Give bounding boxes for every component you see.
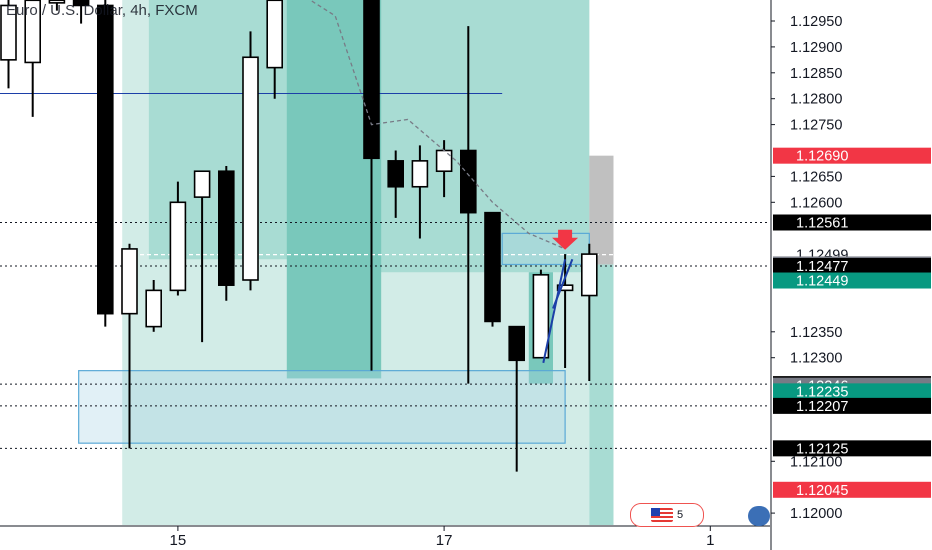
price-tag-label: 1.12449 [796,274,848,290]
candle-body [218,170,235,286]
candle-19 [532,269,550,359]
price-tag-label: 1.12045 [796,483,848,499]
candle-8 [193,170,211,343]
price-tag-8: 1.12235 [773,383,931,400]
demand-box-0 [78,370,566,444]
price-tag-label: 1.12235 [796,384,848,400]
candle-4 [97,0,114,327]
candle-body [532,274,550,359]
price-tag-label: 1.12207 [796,399,848,415]
price-tag-bg [773,383,931,400]
price-tag-bg [773,481,931,498]
candle-9 [218,166,235,301]
candle-12 [363,0,380,371]
price-tick-label-6: 1.12600 [790,195,842,211]
us-flag-icon [650,508,673,522]
candle-7 [169,181,187,296]
price-tick-label-0: 1.12950 [790,14,842,30]
candle-body [145,289,162,328]
price-tick-label-8: 1.12300 [790,351,842,367]
price-tag-bg [773,214,931,231]
price-tag-9: 1.12207 [773,397,931,415]
price-tick-label-9: 1.12100 [790,454,842,470]
candle-body [97,4,114,315]
stop-loss-box [589,155,614,265]
candle-body [193,170,211,198]
candle-body [556,284,574,292]
candle-body [484,211,501,323]
candle-18 [508,325,526,472]
time-tick-label-1: 17 [436,532,453,549]
candle-16 [459,26,477,384]
candle-14 [411,145,429,239]
trend-line-1 [552,258,574,309]
candle-10 [242,31,259,291]
zone-band-2 [361,0,590,273]
candle-body [242,56,259,281]
price-tag-10: 1.12125 [773,440,931,457]
price-tag-bg [773,258,931,275]
candle-body [266,0,284,69]
candle-6 [145,280,162,332]
candle-body [169,201,187,292]
price-tick-label-7: 1.12350 [790,325,842,341]
candle-body [459,149,477,214]
candle-11 [266,0,284,99]
eu-flag-icon[interactable] [748,506,770,526]
candle-body [435,149,453,173]
price-tag-label: 1.12690 [796,149,848,165]
trend-line-0 [542,259,567,364]
candle-body [48,0,66,4]
zone-band-5 [589,264,614,525]
candle-body [508,325,526,362]
price-tick-label-10: 1.12000 [790,506,842,522]
price-tag-bg [773,147,931,164]
time-tick-label-0: 15 [170,532,187,549]
dashed-path [308,0,566,250]
candle-body [24,0,42,64]
price-tick-label-4: 1.12750 [790,118,842,134]
sell-signal-arrow [552,229,579,250]
price-tag-1: 1.12561 [773,214,931,232]
candle-21 [580,243,598,382]
candle-body [121,248,138,315]
price-tick-label-5: 1.12650 [790,169,842,185]
price-tag-11: 1.12045 [773,481,931,499]
price-tick-label-3: 1.12800 [790,92,842,108]
candle-13 [387,150,405,218]
candle-body [411,160,429,188]
candle-body [580,253,598,297]
candle-17 [484,211,501,327]
candle-0 [0,0,17,89]
price-tag-label: 1.12477 [796,259,848,275]
price-tag-bg [773,272,931,289]
candle-body [363,0,380,160]
candle-3 [72,0,90,24]
price-tag-bg [773,440,931,457]
price-tick-label-1: 1.12900 [790,40,842,56]
price-tag-bg [773,397,931,414]
candle-1 [24,0,42,117]
time-tick-label-2: 1 [706,532,714,549]
economic-event-badge[interactable]: 5 [630,503,704,527]
candle-2 [48,0,66,11]
candle-20 [556,254,574,369]
price-tag-5: 1.12449 [773,272,931,290]
price-tag-label: 1.12561 [796,216,848,232]
price-tag-0: 1.12690 [773,147,931,165]
event-count: 5 [676,509,684,521]
candle-body [387,160,405,188]
price-tick-label-2: 1.12850 [790,66,842,82]
candle-5 [121,243,138,449]
candle-body [72,0,90,7]
price-tag-4: 1.12477 [773,258,931,275]
plot-layer [0,0,770,525]
price-tag-label: 1.12125 [796,441,848,457]
candle-body [0,4,17,61]
chart-title: Euro / U.S. Dollar, 4h, FXCM [6,2,198,19]
